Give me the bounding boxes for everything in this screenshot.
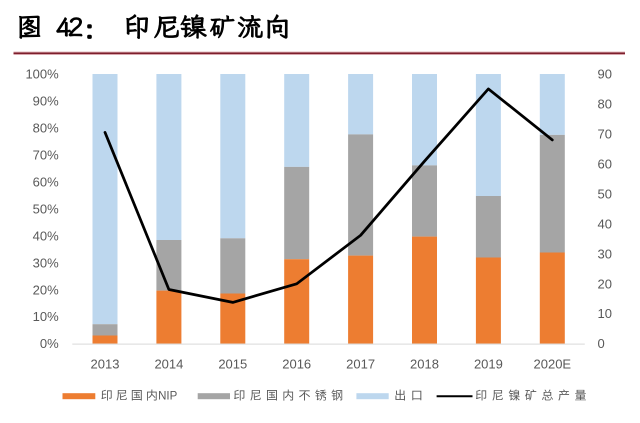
svg-text:2017: 2017 [346, 357, 375, 372]
svg-text:60%: 60% [33, 174, 59, 189]
svg-text:2015: 2015 [218, 357, 247, 372]
svg-text:40%: 40% [33, 228, 59, 243]
svg-text:70%: 70% [33, 148, 59, 163]
svg-text:80%: 80% [33, 121, 59, 136]
svg-text:30: 30 [598, 246, 612, 261]
svg-text:60: 60 [598, 157, 612, 172]
svg-text:30%: 30% [33, 255, 59, 270]
svg-text:20: 20 [598, 276, 612, 291]
svg-text:100%: 100% [25, 67, 59, 82]
svg-text:0%: 0% [40, 336, 59, 351]
svg-text:70: 70 [598, 127, 612, 142]
svg-text:50%: 50% [33, 201, 59, 216]
svg-text:2019: 2019 [474, 357, 503, 372]
svg-text:80: 80 [598, 97, 612, 112]
svg-text:2013: 2013 [91, 357, 120, 372]
svg-text:90%: 90% [33, 94, 59, 109]
svg-text:2020E: 2020E [534, 357, 572, 372]
svg-text:40: 40 [598, 216, 612, 231]
svg-text:50: 50 [598, 186, 612, 201]
svg-text:NIP: NIP [158, 391, 178, 403]
svg-text:20%: 20% [33, 282, 59, 297]
svg-text:2016: 2016 [282, 357, 311, 372]
svg-text:90: 90 [598, 67, 612, 82]
svg-text:2014: 2014 [154, 357, 183, 372]
svg-text:10%: 10% [33, 309, 59, 324]
svg-text:0: 0 [598, 336, 605, 351]
svg-text:2018: 2018 [410, 357, 439, 372]
svg-text:10: 10 [598, 306, 612, 321]
